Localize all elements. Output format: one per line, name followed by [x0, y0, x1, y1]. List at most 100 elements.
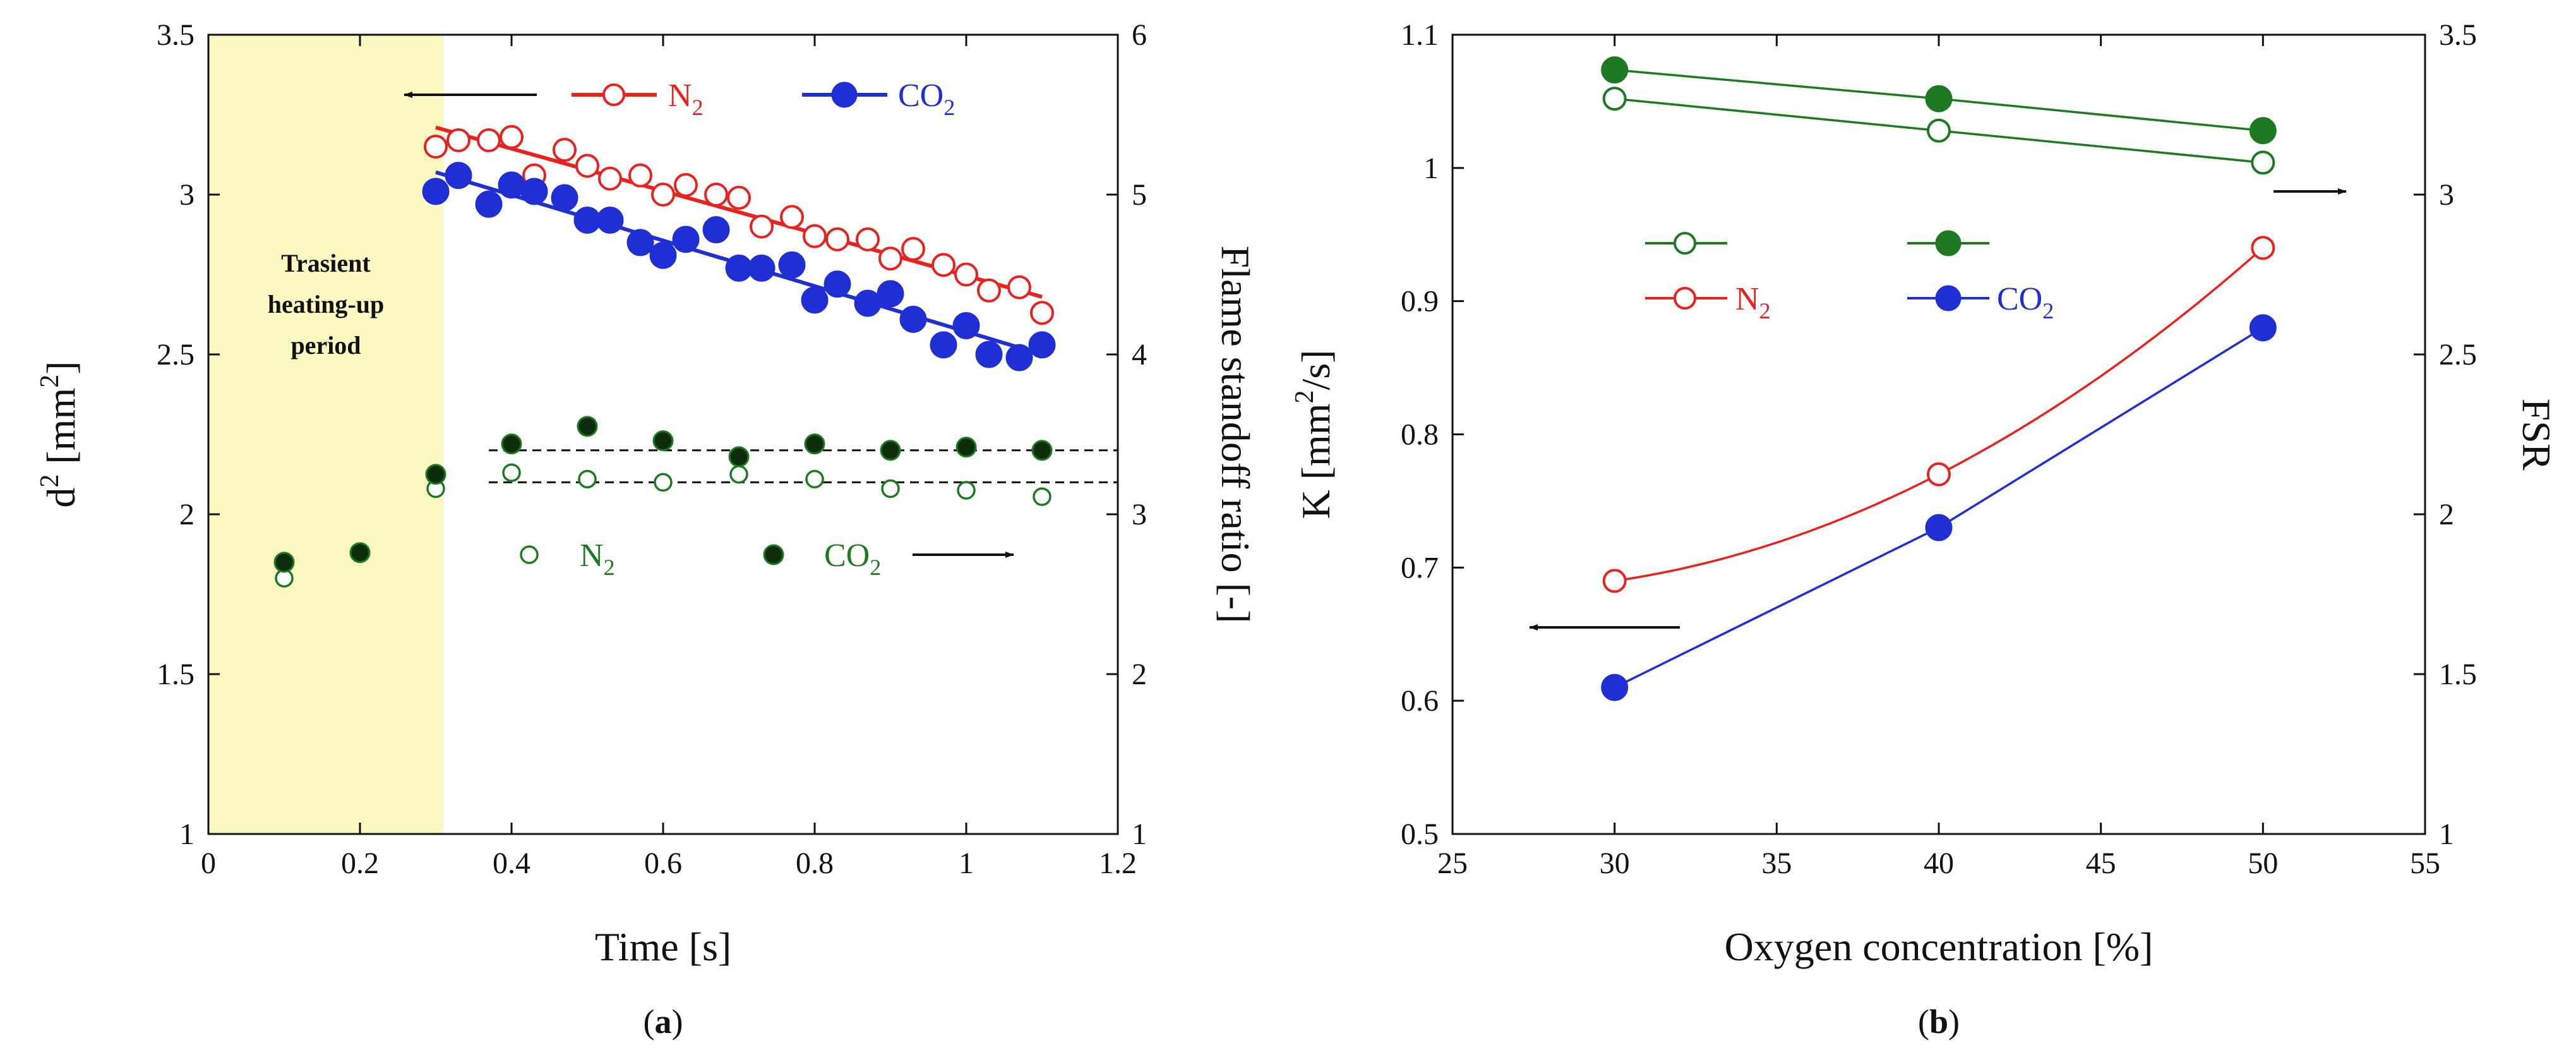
co2-point — [1028, 331, 1056, 359]
co2-fsr-point — [728, 446, 750, 468]
n2-point — [932, 253, 956, 277]
legend-n2-fsr-marker — [1674, 232, 1696, 255]
x-tick-label: 0 — [201, 847, 216, 880]
n2-point — [500, 124, 524, 149]
n2-point — [856, 227, 880, 251]
right-tick-label: 2 — [2439, 498, 2454, 531]
n2-point — [704, 183, 728, 207]
x-tick-label: 50 — [2248, 847, 2278, 880]
n2-point — [878, 246, 902, 271]
co2-fsr-point — [577, 416, 598, 437]
n2-point — [598, 166, 622, 191]
n2-point — [446, 128, 470, 152]
left-tick-label: 0.6 — [1401, 684, 1439, 718]
panel-a-label: (a) — [644, 1003, 683, 1041]
legend-co2-marker — [1935, 285, 1962, 311]
n2-fsr-point — [1602, 87, 1627, 111]
x-tick-label: 1 — [959, 847, 974, 880]
legend-co2-fsr-marker — [1935, 230, 1962, 257]
x-tick-label: 0.4 — [493, 847, 530, 880]
left-tick-label: 1.5 — [157, 658, 195, 691]
co2-point — [877, 280, 904, 308]
left-tick-label: 0.8 — [1401, 418, 1439, 452]
right-tick-label: 3 — [2439, 178, 2454, 212]
x-tick-label: 55 — [2410, 847, 2440, 880]
legend-n2-label: N2 — [668, 78, 704, 120]
heating-up-period-label: Trasient heating-up period — [268, 249, 385, 359]
n2-point — [901, 237, 925, 262]
co2-point — [725, 254, 753, 282]
co2-point — [573, 206, 601, 234]
right-tick-label: 3.5 — [2439, 18, 2477, 52]
panel-b-label: (b) — [1918, 1003, 1960, 1041]
n2-point — [803, 224, 827, 248]
legend-co2-label: CO2 — [898, 78, 955, 120]
co2-point — [649, 241, 677, 269]
n2-point — [477, 128, 501, 152]
co2-fsr-point — [425, 464, 446, 485]
right-tick-label: 2.5 — [2439, 338, 2477, 371]
co2-fsr-point — [1925, 85, 1953, 112]
n2-fsr-point — [805, 469, 824, 489]
right-tick-label: 5 — [1132, 178, 1147, 212]
co2-point — [899, 305, 927, 333]
left-tick-label: 0.9 — [1401, 285, 1439, 318]
panel-a-left-axis-title: d2 [mm2] — [35, 361, 83, 507]
n2-fsr-point — [1033, 487, 1051, 506]
n2-point — [575, 154, 599, 178]
right-tick-label: 3 — [1132, 498, 1147, 531]
panel-b-marks — [1601, 56, 2277, 701]
left-tick-label: 1 — [1423, 152, 1439, 185]
panel-b-ticks: 25 30 35 40 45 50 55 0.5 0.6 0.7 0.8 0.9 1 1.1 1 1.5 2 2.… — [1401, 18, 2477, 880]
left-tick-label: 0.5 — [1401, 818, 1439, 851]
co2-point — [445, 162, 472, 190]
legend-co2-label: CO2 — [1997, 281, 2054, 323]
panel-a-legend: N2 CO2 N2 CO2 — [404, 78, 1014, 580]
n2-fsr-point — [1927, 118, 1951, 143]
co2-fsr-point — [804, 433, 825, 455]
co2-fsr-point — [2249, 117, 2277, 145]
co2-point — [672, 226, 700, 253]
panel-a-marks — [273, 124, 1118, 588]
legend-co2-marker — [831, 82, 858, 108]
panel-b-x-axis-title: Oxygen concentration [%] — [1725, 924, 2154, 969]
n2-point — [628, 163, 652, 188]
n2-point — [977, 278, 1001, 303]
left-tick-label: 2.5 — [157, 338, 195, 371]
x-tick-label: 0.8 — [796, 847, 834, 880]
n2-fsr-point — [2251, 150, 2275, 175]
n2-k-point — [2251, 236, 2275, 260]
right-tick-label: 2 — [1132, 658, 1147, 691]
period-label-line-2: heating-up — [268, 290, 385, 318]
left-tick-label: 1.1 — [1401, 18, 1439, 52]
n2-point — [674, 172, 698, 197]
n2-fsr-point — [654, 473, 673, 492]
co2-k-point — [1925, 514, 1953, 541]
co2-point — [952, 311, 980, 339]
n2-fsr-point — [957, 481, 976, 500]
n2-point — [1007, 275, 1031, 299]
co2-point — [854, 289, 882, 317]
n2-point — [424, 135, 448, 159]
co2-fsr-point — [880, 440, 901, 461]
co2-point — [498, 171, 525, 199]
legend-n2-fsr-marker — [520, 545, 539, 564]
n2-point — [553, 138, 577, 162]
n2-point — [825, 227, 849, 251]
co2-k-point — [2249, 314, 2277, 342]
co2-point — [626, 229, 654, 257]
co2-point — [702, 216, 730, 244]
co2-point — [1005, 344, 1033, 371]
n2-point — [651, 183, 675, 207]
co2-point — [551, 184, 578, 212]
n2-point — [954, 262, 978, 287]
n2-fsr-point — [729, 465, 748, 484]
legend-co2-fsr-label: CO2 — [824, 538, 881, 580]
right-tick-label: 6 — [1132, 18, 1147, 52]
n2-point — [750, 214, 774, 239]
legend-n2-marker — [602, 83, 625, 106]
x-tick-label: 30 — [1600, 847, 1630, 880]
n2-point — [727, 186, 751, 210]
n2-fsr-point — [578, 469, 597, 489]
